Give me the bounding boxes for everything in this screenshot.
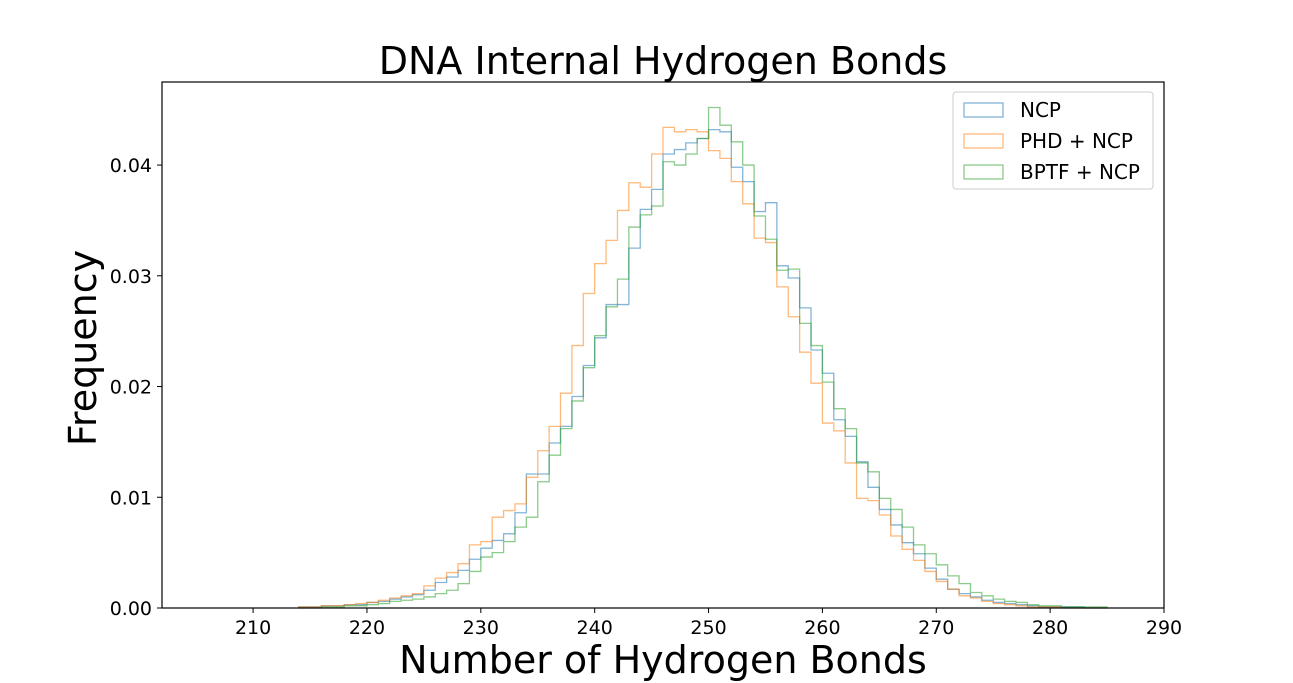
legend-swatch xyxy=(963,102,1004,118)
y-axis-title: Frequency xyxy=(61,250,105,446)
y-tick-label: 0.04 xyxy=(110,155,152,177)
plot-area xyxy=(297,106,1108,609)
x-tick-label: 240 xyxy=(577,617,613,639)
axes-frame xyxy=(161,81,1165,609)
legend: NCP PHD + NCP BPTF + NCP xyxy=(952,91,1154,190)
x-tick-label: 290 xyxy=(1146,617,1182,639)
x-tick-label: 230 xyxy=(463,617,499,639)
series-0-histogram xyxy=(297,128,1108,609)
y-tick-label: 0.03 xyxy=(110,266,152,288)
legend-label: BPTF + NCP xyxy=(1020,160,1140,184)
y-tick-label: 0.00 xyxy=(110,598,152,620)
x-axis: 210 220 230 240 250 260 270 280 290 xyxy=(235,608,1182,639)
series-1-histogram xyxy=(297,126,1108,609)
x-tick-label: 280 xyxy=(1032,617,1068,639)
x-tick-label: 250 xyxy=(690,617,726,639)
legend-label: PHD + NCP xyxy=(1020,129,1133,153)
x-tick-label: 270 xyxy=(918,617,954,639)
series-2-histogram xyxy=(298,106,1108,609)
legend-label: NCP xyxy=(1020,98,1061,122)
legend-swatch xyxy=(963,133,1004,149)
x-axis-title: Number of Hydrogen Bonds xyxy=(399,638,927,682)
y-tick-label: 0.01 xyxy=(110,487,152,509)
chart-title: DNA Internal Hydrogen Bonds xyxy=(379,39,948,83)
x-tick-label: 260 xyxy=(804,617,840,639)
y-axis: 0.00 0.01 0.02 0.03 0.04 xyxy=(110,155,162,620)
x-tick-label: 210 xyxy=(235,617,271,639)
x-tick-label: 220 xyxy=(349,617,385,639)
legend-swatch xyxy=(963,164,1004,180)
y-tick-label: 0.02 xyxy=(110,377,152,399)
